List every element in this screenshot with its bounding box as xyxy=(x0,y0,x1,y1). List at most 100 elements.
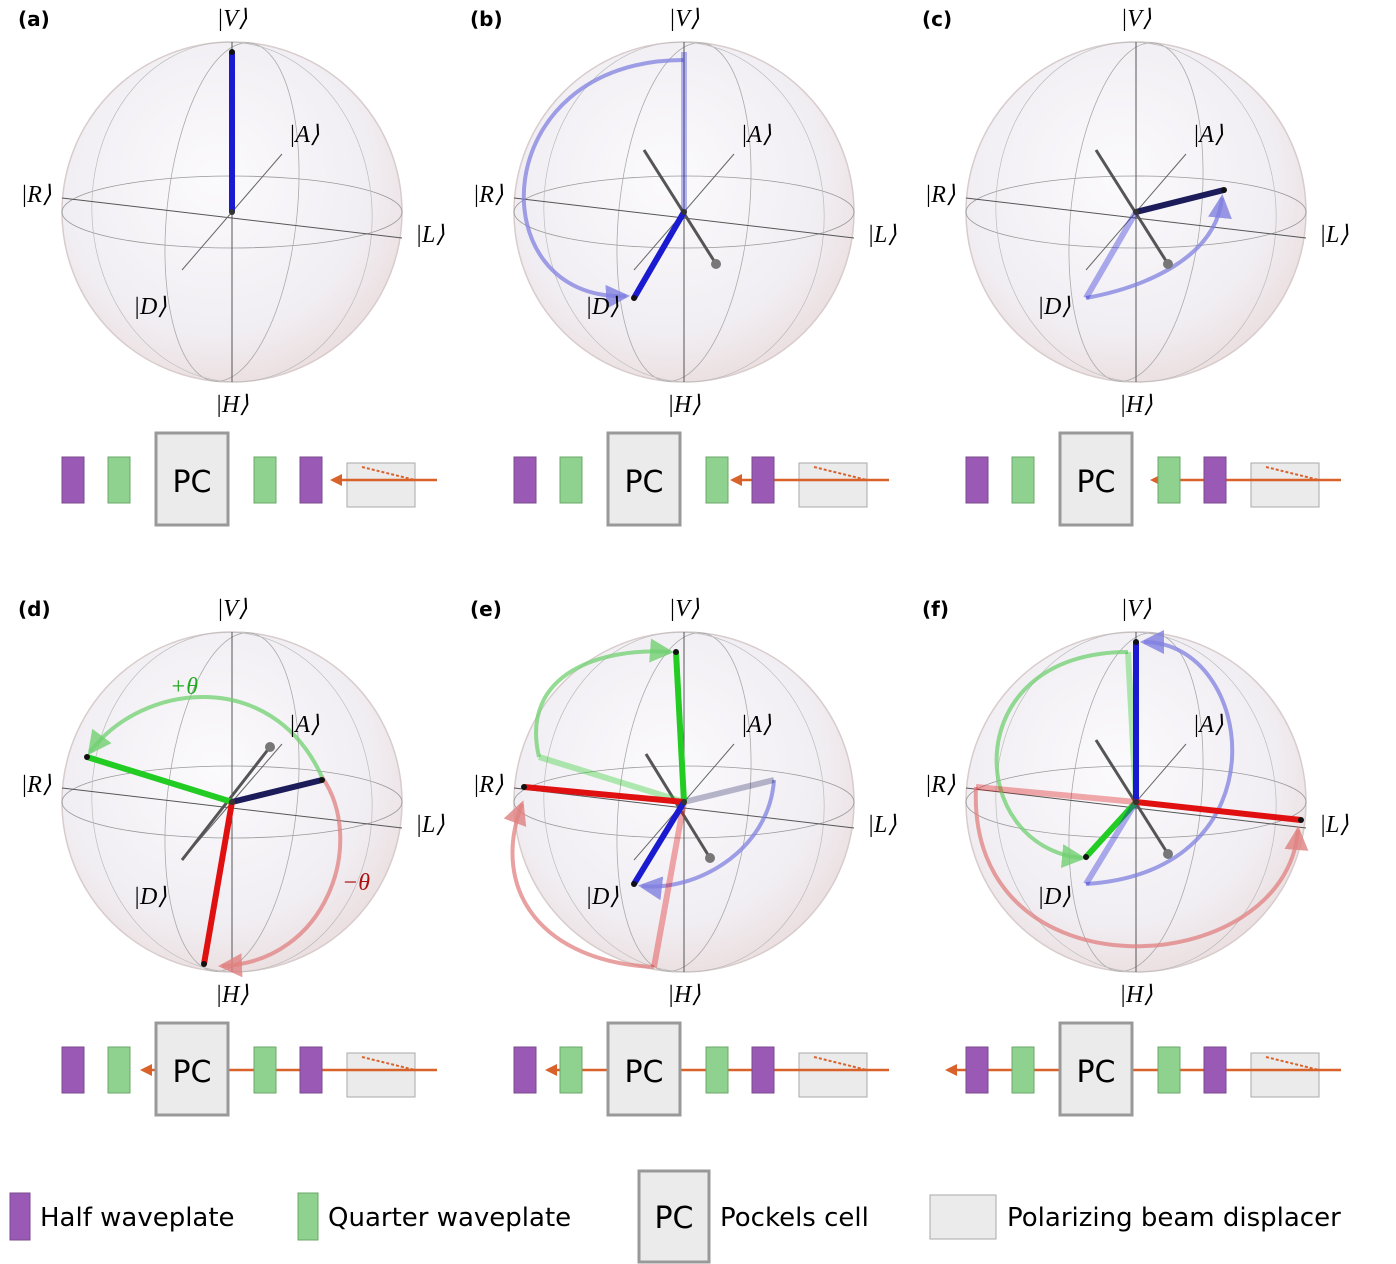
quarter-waveplate xyxy=(560,1047,582,1093)
origin xyxy=(1133,209,1139,215)
state-label: |R⟩ xyxy=(473,182,504,208)
quarter-waveplate xyxy=(1012,457,1034,503)
state-label: |D⟩ xyxy=(585,294,619,320)
panel: |V⟩|A⟩|R⟩|L⟩|D⟩|H⟩(f)PC xyxy=(922,596,1349,1115)
angle-label: +θ xyxy=(170,674,198,700)
pockels-cell-label: PC xyxy=(172,465,211,500)
state-label: |L⟩ xyxy=(1319,812,1349,838)
state-label: |L⟩ xyxy=(415,812,445,838)
beam-displacer xyxy=(347,463,415,507)
quarter-waveplate xyxy=(706,457,728,503)
state-label: |R⟩ xyxy=(925,182,956,208)
state-label: |A⟩ xyxy=(1193,712,1224,738)
state-label: |H⟩ xyxy=(667,392,701,418)
pockels-cell-label: PC xyxy=(1076,1055,1115,1090)
bloch-sphere xyxy=(966,33,1306,392)
pockels-cell-label: PC xyxy=(1076,465,1115,500)
state-label: |H⟩ xyxy=(215,982,249,1008)
panel-label: (a) xyxy=(18,7,50,31)
state-label: |A⟩ xyxy=(741,712,772,738)
state-label: |A⟩ xyxy=(1193,122,1224,148)
state-label: |D⟩ xyxy=(585,884,619,910)
legend-label: Quarter waveplate xyxy=(328,1203,571,1233)
half-waveplate xyxy=(752,1047,774,1093)
half-waveplate xyxy=(514,1047,536,1093)
vector-tip xyxy=(521,784,527,790)
quarter-waveplate xyxy=(706,1047,728,1093)
axis-end xyxy=(1163,259,1173,269)
quarter-waveplate xyxy=(254,1047,276,1093)
state-label: |V⟩ xyxy=(1121,6,1152,32)
half-waveplate xyxy=(300,1047,322,1093)
state-label: |D⟩ xyxy=(1037,294,1071,320)
quarter-waveplate xyxy=(108,1047,130,1093)
origin xyxy=(1133,799,1139,805)
half-waveplate xyxy=(1204,457,1226,503)
bloch-sphere xyxy=(514,33,854,392)
quarter-waveplate xyxy=(1158,1047,1180,1093)
quarter-waveplate xyxy=(1012,1047,1034,1093)
half-waveplate xyxy=(966,1047,988,1093)
state-label: |V⟩ xyxy=(669,6,700,32)
bloch-sphere xyxy=(966,623,1306,982)
beam-arrowhead xyxy=(140,1064,152,1076)
beam-arrowhead xyxy=(330,474,342,486)
panel: +θ−θ|V⟩|A⟩|R⟩|L⟩|D⟩|H⟩(d)PC xyxy=(18,596,445,1115)
origin xyxy=(681,799,687,805)
state-label: |H⟩ xyxy=(667,982,701,1008)
vector-tip xyxy=(1133,639,1139,645)
panel: |V⟩|A⟩|R⟩|L⟩|D⟩|H⟩(e)PC xyxy=(470,596,897,1115)
legend-label: Polarizing beam displacer xyxy=(1007,1203,1341,1233)
panel: |V⟩|A⟩|R⟩|L⟩|D⟩|H⟩(c)PC xyxy=(922,6,1349,525)
panel-label: (e) xyxy=(470,597,502,621)
legend-label: Half waveplate xyxy=(40,1203,235,1233)
state-label: |R⟩ xyxy=(21,182,52,208)
vector-tip xyxy=(1298,817,1304,823)
angle-label: −θ xyxy=(342,870,370,896)
axis-end xyxy=(705,853,715,863)
quarter-waveplate xyxy=(560,457,582,503)
pockels-cell-label: PC xyxy=(624,1055,663,1090)
state-label: |V⟩ xyxy=(217,6,248,32)
quarter-waveplate-swatch xyxy=(298,1193,318,1240)
state-label: |D⟩ xyxy=(133,294,167,320)
pockels-cell-label: PC xyxy=(172,1055,211,1090)
state-label: |L⟩ xyxy=(867,812,897,838)
state-label: |D⟩ xyxy=(1037,884,1071,910)
beam-displacer xyxy=(799,463,867,507)
state-label: |A⟩ xyxy=(289,712,320,738)
legend: Half waveplate Quarter waveplate PC Pock… xyxy=(10,1171,1341,1262)
half-waveplate xyxy=(62,1047,84,1093)
legend-label: Pockels cell xyxy=(720,1203,869,1233)
figure: Half waveplate Quarter waveplate PC Pock… xyxy=(0,0,1396,1264)
optical-setup: PC xyxy=(945,1023,1341,1115)
panel-label: (d) xyxy=(18,597,51,621)
vector-tip xyxy=(631,295,637,301)
state-label: |A⟩ xyxy=(741,122,772,148)
state-label: |R⟩ xyxy=(925,772,956,798)
state-label: |V⟩ xyxy=(1121,596,1152,622)
axis-end xyxy=(711,259,721,269)
beam-displacer xyxy=(347,1053,415,1097)
vector-tip xyxy=(1221,187,1227,193)
half-waveplate xyxy=(966,457,988,503)
beam-arrowhead xyxy=(730,474,742,486)
optical-setup: PC xyxy=(62,433,437,525)
state-label: |H⟩ xyxy=(1119,982,1153,1008)
half-waveplate xyxy=(752,457,774,503)
state-label: |R⟩ xyxy=(473,772,504,798)
beam-displacer xyxy=(799,1053,867,1097)
bloch-sphere xyxy=(62,33,402,392)
state-label: |A⟩ xyxy=(289,122,320,148)
panel-label: (b) xyxy=(470,7,503,31)
state-label: |D⟩ xyxy=(133,884,167,910)
beam-displacer-swatch xyxy=(930,1195,996,1239)
panel: |V⟩|A⟩|R⟩|L⟩|D⟩|H⟩(b)PC xyxy=(470,6,897,525)
optical-setup: PC xyxy=(514,1023,889,1115)
panel-label: (c) xyxy=(922,7,952,31)
vector-tip xyxy=(229,49,235,55)
state-label: |H⟩ xyxy=(1119,392,1153,418)
vector-tip xyxy=(84,754,90,760)
half-waveplate xyxy=(300,457,322,503)
vector-tip xyxy=(673,649,679,655)
